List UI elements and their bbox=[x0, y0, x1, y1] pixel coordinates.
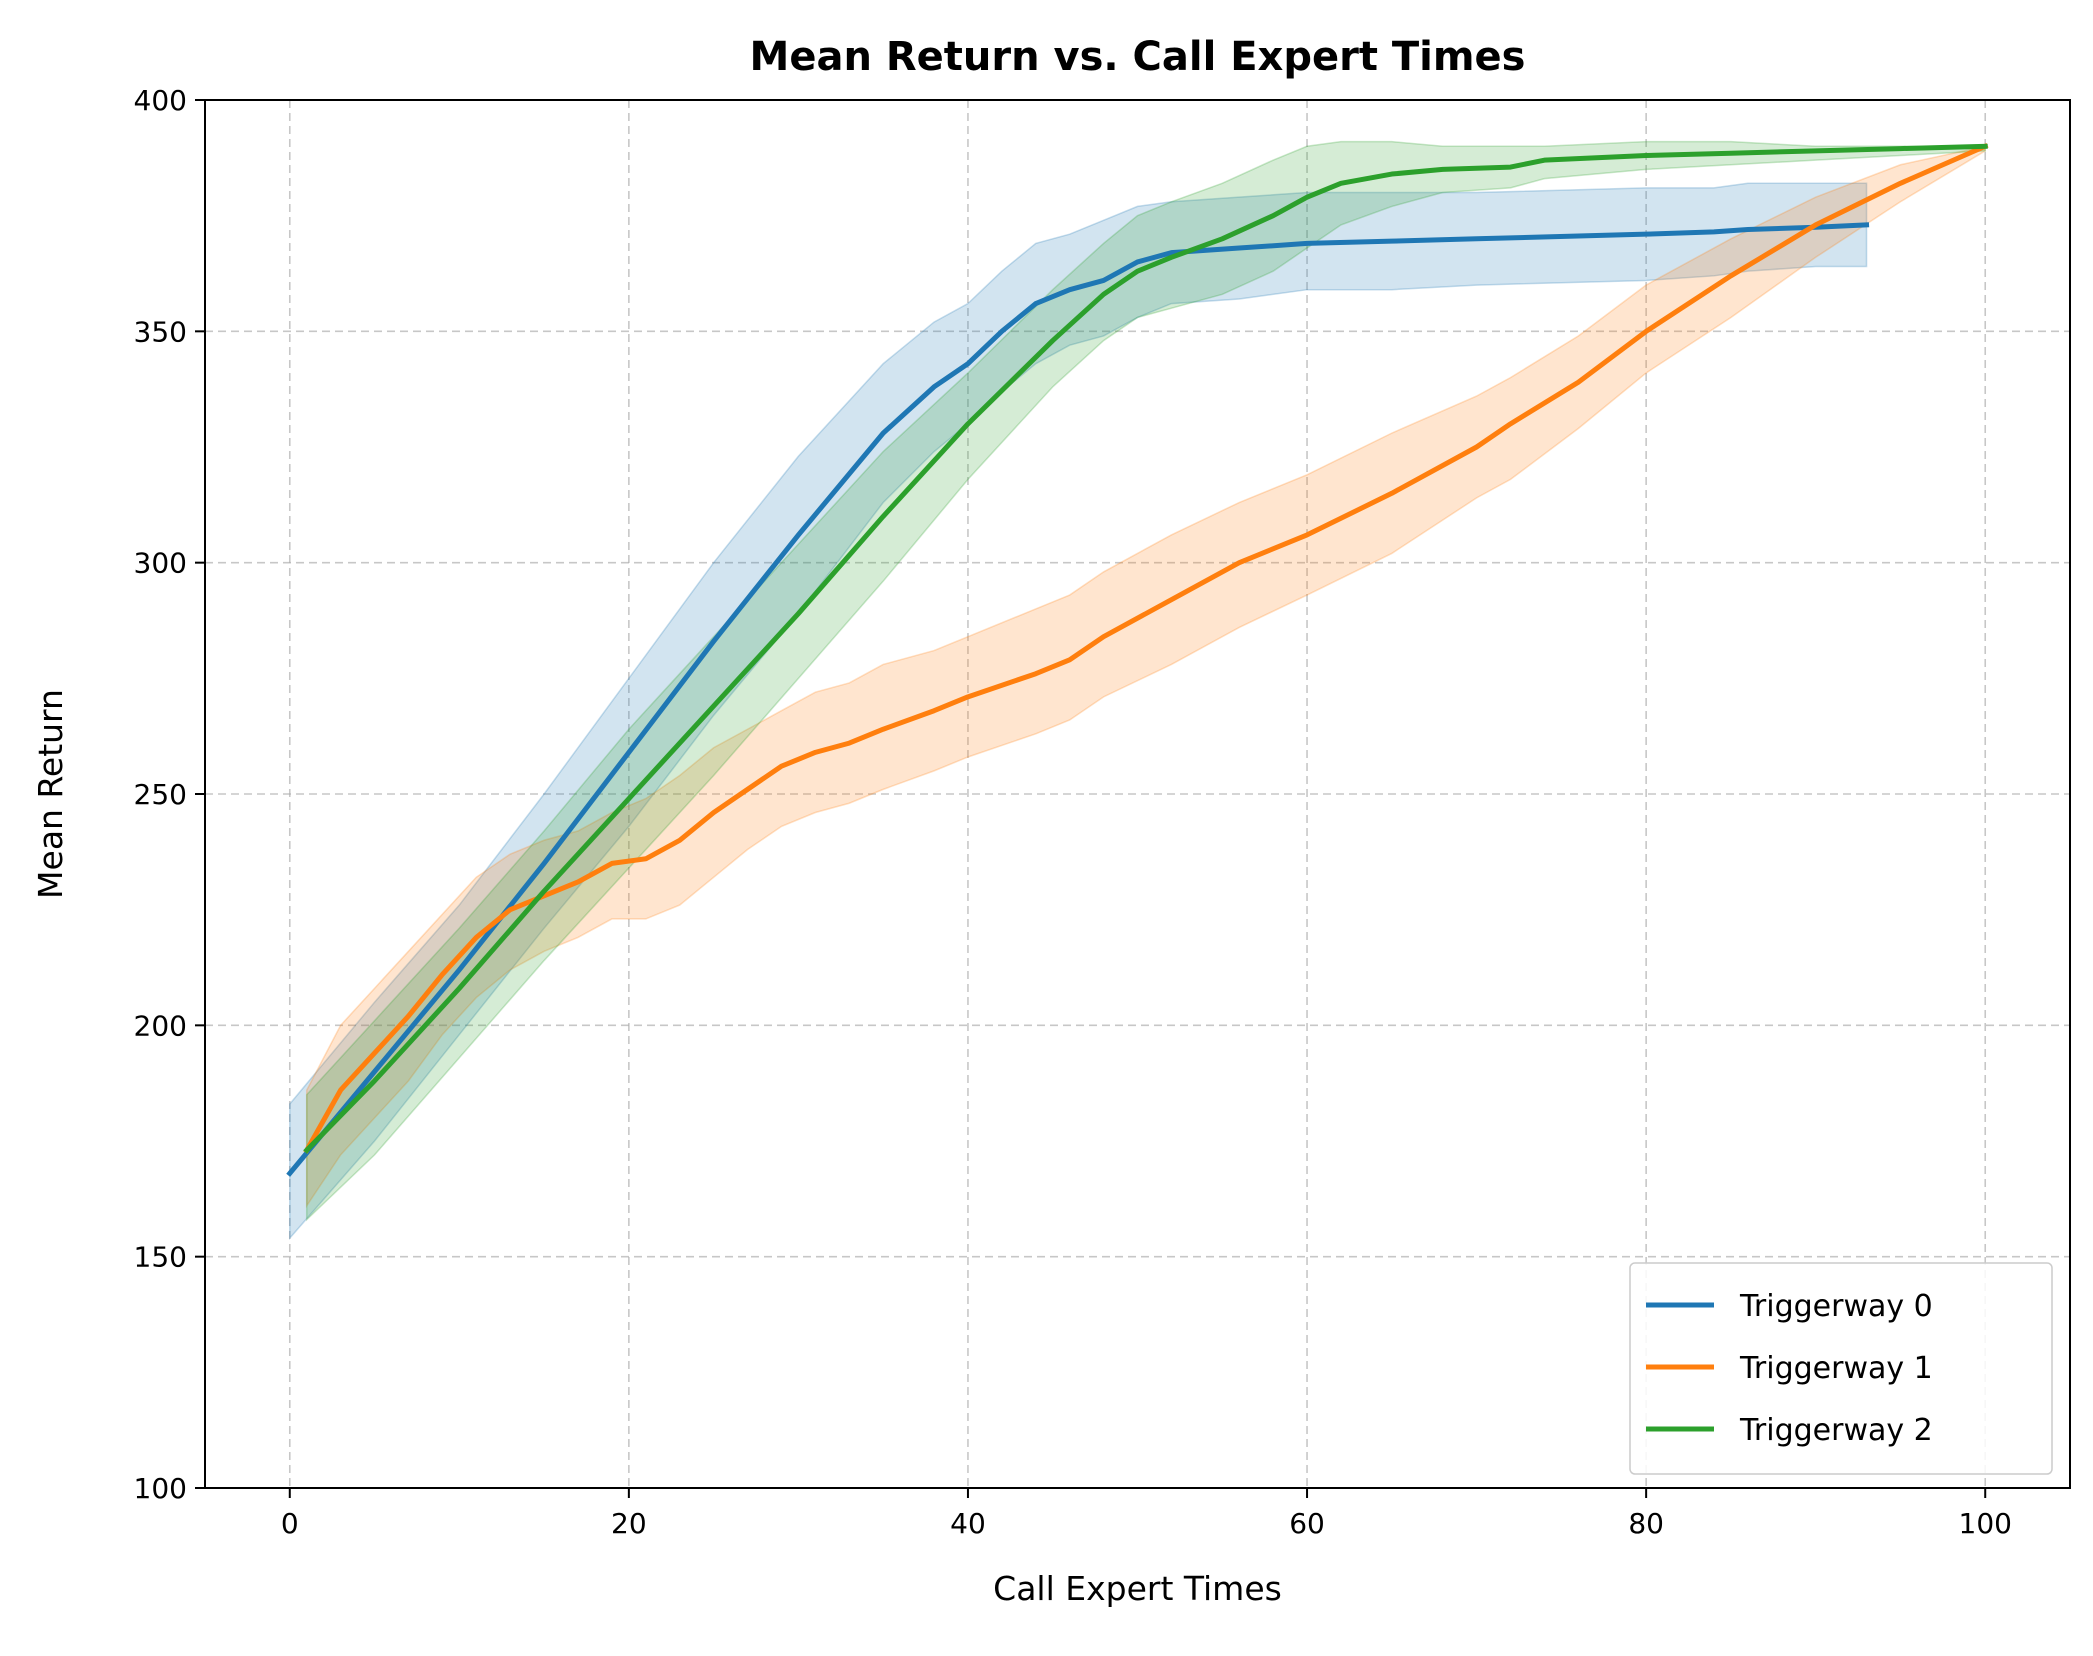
legend: Triggerway 0 Triggerway 1 Triggerway 2 bbox=[1629, 1262, 2053, 1475]
series-0-line bbox=[286, 222, 1870, 1177]
confidence-bands bbox=[289, 140, 1986, 1241]
legend-box bbox=[1629, 1262, 2053, 1475]
legend-label-1: Triggerway 1 bbox=[1739, 1351, 1933, 1386]
x-tick-label-100: 100 bbox=[1959, 1507, 2012, 1540]
x-tick-label-20: 20 bbox=[611, 1507, 647, 1540]
x-tick-label-0: 0 bbox=[281, 1507, 299, 1540]
y-tick-label-350: 350 bbox=[134, 315, 187, 348]
series-2-line bbox=[303, 143, 1988, 1154]
x-tick-label-80: 80 bbox=[1628, 1507, 1664, 1540]
y-tick-label-250: 250 bbox=[134, 778, 187, 811]
y-tick-label-400: 400 bbox=[134, 84, 187, 117]
y-tick-label-150: 150 bbox=[134, 1241, 187, 1274]
legend-label-0: Triggerway 0 bbox=[1739, 1289, 1933, 1324]
series-1-band bbox=[305, 145, 1986, 1209]
series-lines bbox=[286, 142, 1989, 1177]
x-tick-label-40: 40 bbox=[950, 1507, 986, 1540]
y-tick-label-300: 300 bbox=[134, 547, 187, 580]
y-axis-ticks: 100 150 200 250 300 350 400 bbox=[134, 84, 205, 1505]
legend-label-2: Triggerway 2 bbox=[1739, 1413, 1933, 1448]
series-1-line bbox=[303, 142, 1989, 1154]
series-2-band bbox=[305, 140, 1986, 1222]
x-axis-label: Call Expert Times bbox=[993, 1569, 1282, 1608]
chart-title: Mean Return vs. Call Expert Times bbox=[750, 34, 1526, 80]
y-axis-label: Mean Return bbox=[31, 689, 70, 899]
y-tick-label-200: 200 bbox=[134, 1009, 187, 1042]
x-axis-ticks: 0 20 40 60 80 100 bbox=[281, 1488, 2012, 1540]
series-0-band bbox=[289, 182, 1868, 1241]
y-tick-label-100: 100 bbox=[134, 1472, 187, 1505]
x-tick-label-60: 60 bbox=[1289, 1507, 1325, 1540]
